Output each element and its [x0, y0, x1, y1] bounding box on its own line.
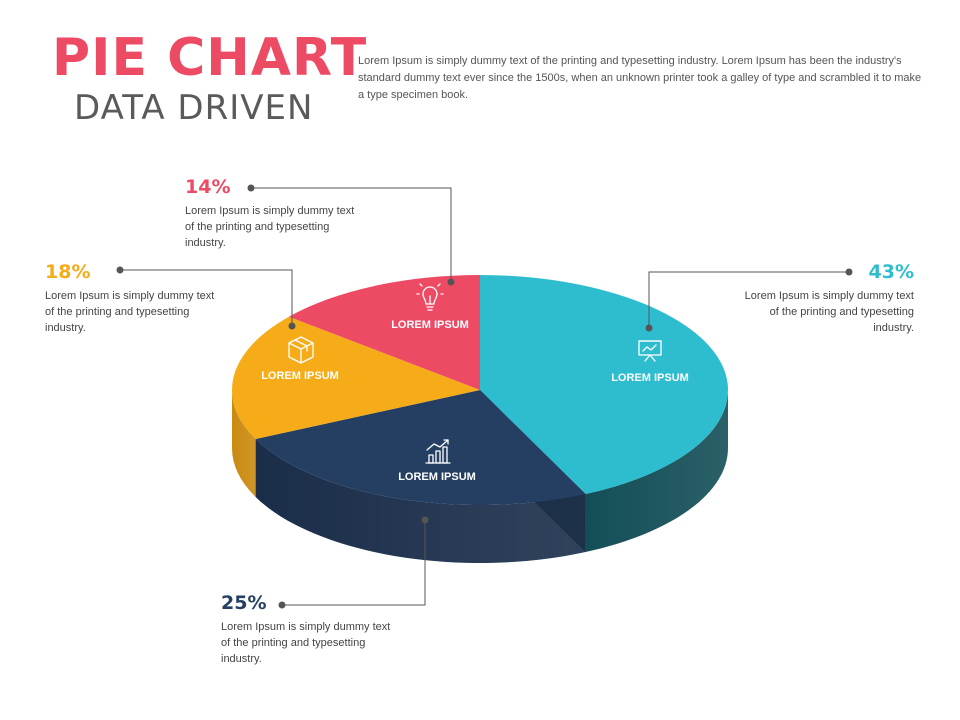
- slice-label-1: LOREM IPSUM: [398, 471, 476, 483]
- intro-paragraph: Lorem Ipsum is simply dummy text of the …: [358, 55, 922, 101]
- connector-navy-end-dot: [421, 516, 429, 524]
- pie-slice-1: [255, 390, 586, 505]
- slice-labels: LOREM IPSUM LOREM IPSUM LOREM IPSUM LOREM I…: [261, 319, 689, 483]
- slice-label-2: LOREM IPSUM: [261, 370, 339, 382]
- slice-label-0: LOREM IPSUM: [611, 372, 689, 384]
- callout-percent-yellow: 18%: [45, 261, 91, 283]
- connector-yellow-start-dot: [116, 266, 124, 274]
- callout-desc-pink: Lorem Ipsum is simply dummy text of the …: [185, 205, 355, 249]
- slice-label-3: LOREM IPSUM: [391, 319, 469, 331]
- page-title: PIE CHART: [52, 28, 368, 88]
- connector-navy: [282, 520, 426, 606]
- callout-percent-pink: 14%: [185, 176, 231, 198]
- pie-side-0: [585, 390, 728, 553]
- box-package-icon: [288, 336, 314, 364]
- pie-side-2: [232, 390, 256, 497]
- connector-teal-start-dot: [845, 268, 853, 276]
- bar-chart-growth-icon: [425, 439, 451, 464]
- callout-percent-navy: 25%: [221, 592, 267, 614]
- pie-slice-0: [480, 275, 728, 495]
- callout-desc-yellow: Lorem Ipsum is simply dummy text of the …: [45, 290, 215, 334]
- callout-desc-navy: Lorem Ipsum is simply dummy text of the …: [221, 621, 391, 665]
- presentation-board-icon: [638, 340, 662, 362]
- connectors: [116, 184, 853, 609]
- lightbulb-icon: [416, 283, 444, 311]
- callout-percent-teal: 43%: [868, 261, 914, 283]
- page-subtitle: DATA DRIVEN: [74, 88, 314, 128]
- connector-teal: [648, 271, 849, 328]
- connector-teal-end-dot: [645, 324, 653, 332]
- callout-desc-teal: Lorem Ipsum is simply dummy text of the …: [744, 290, 914, 334]
- connector-navy-start-dot: [278, 601, 286, 609]
- slice-icons: [288, 283, 662, 464]
- pie-slice-2: [231, 316, 480, 439]
- pie-tops: [231, 275, 728, 505]
- connector-pink-end-dot: [447, 278, 455, 286]
- connector-pink-start-dot: [247, 184, 255, 192]
- connector-yellow-end-dot: [288, 322, 296, 330]
- connector-pink: [251, 187, 452, 282]
- connector-yellow: [120, 269, 293, 326]
- pie-side-1: [255, 438, 586, 563]
